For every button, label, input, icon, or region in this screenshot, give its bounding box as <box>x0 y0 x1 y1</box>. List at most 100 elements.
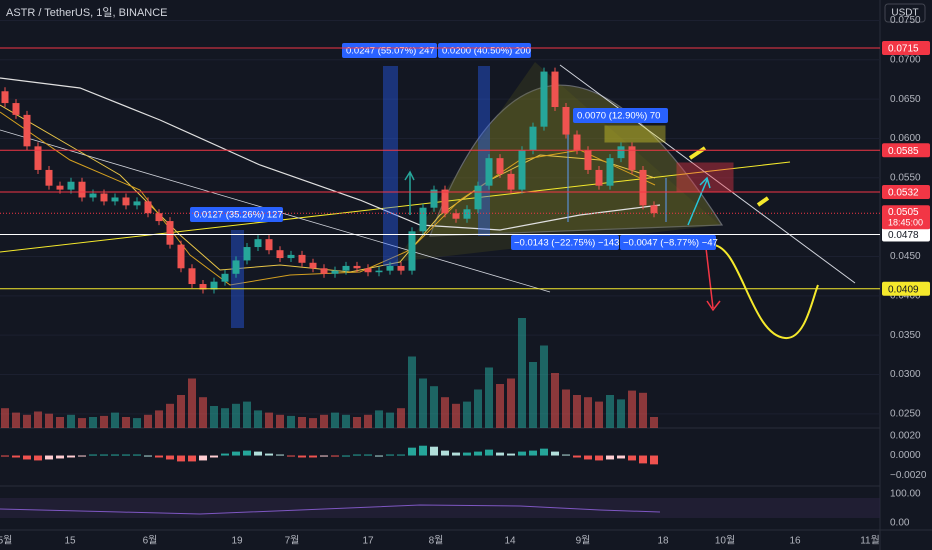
candle <box>375 270 383 273</box>
volume-bar <box>232 403 240 428</box>
candle <box>650 205 658 214</box>
macd-bar <box>628 455 636 461</box>
price-marker-label: 0.0478 <box>888 230 919 241</box>
candle <box>122 197 130 206</box>
macd-bar <box>287 455 295 457</box>
macd-bar <box>474 451 482 456</box>
macd-bar <box>606 455 614 460</box>
macd-bar <box>188 455 196 462</box>
annotation: −0.0143 (−22.75%) −143 <box>514 238 619 249</box>
candle <box>199 284 207 290</box>
candle <box>177 244 185 269</box>
rsi-line <box>0 504 661 515</box>
price-tick-label: 0.0650 <box>890 94 921 105</box>
macd-tick-label: −0.0020 <box>890 470 927 481</box>
currency-button[interactable]: USDT <box>891 8 918 19</box>
candle <box>232 260 240 274</box>
volume-bar <box>45 413 53 428</box>
volume-bar <box>298 417 306 428</box>
macd-bar <box>309 455 317 458</box>
candle <box>56 185 64 190</box>
macd-bar <box>23 455 31 460</box>
macd-bar <box>507 453 515 456</box>
candle <box>441 189 449 214</box>
volume-bar <box>452 403 460 428</box>
macd-bar <box>177 455 185 462</box>
candle <box>23 114 31 147</box>
time-label: 15 <box>64 536 76 547</box>
measure-labels: 0.0247 (55.07%) 247 0.0200 (40.50%) 200 … <box>190 43 718 250</box>
volume-bar <box>331 412 339 428</box>
annotation: −0.0047 (−8.77%) −47 <box>623 238 718 249</box>
annotation: 0.0070 (12.90%) 70 <box>577 111 660 122</box>
candle <box>320 268 328 274</box>
macd-bar <box>111 454 119 456</box>
candle <box>408 231 416 271</box>
macd-bar <box>364 454 372 456</box>
volume-bar <box>650 417 658 428</box>
volume-bar <box>254 410 262 428</box>
candle <box>485 158 493 186</box>
candle <box>606 158 614 186</box>
volume-bar <box>221 408 229 428</box>
volume-bar <box>78 418 86 428</box>
volume-bar <box>375 410 383 428</box>
candle <box>111 197 119 202</box>
macd-bar <box>584 455 592 460</box>
volume-bar <box>386 412 394 428</box>
annotation: 0.0247 (55.07%) 247 <box>346 46 435 57</box>
price-marker-label: 0.0532 <box>888 188 919 199</box>
candle <box>364 268 372 273</box>
volume-bar <box>463 401 471 428</box>
volume-bar <box>551 373 559 428</box>
volume-bar <box>595 401 603 428</box>
price-tick-label: 0.0750 <box>890 15 921 26</box>
macd-bar <box>496 452 504 456</box>
volume-bar <box>419 378 427 428</box>
macd-bar <box>485 449 493 456</box>
macd-bar <box>210 455 218 458</box>
macd-bar <box>397 454 405 456</box>
volume-bar <box>188 378 196 428</box>
price-marker <box>882 184 930 199</box>
annotation: 0.0200 (40.50%) 200 <box>442 46 531 57</box>
macd-bar <box>166 455 174 460</box>
volume-bar <box>606 395 614 428</box>
volume-bar <box>111 412 119 428</box>
volume-bar <box>507 378 515 428</box>
time-label: 5월 <box>0 535 12 547</box>
volume-bar <box>628 390 636 428</box>
volume-bar <box>89 417 97 428</box>
candle <box>584 150 592 170</box>
time-label: 6월 <box>143 535 158 547</box>
macd-bar <box>529 450 537 456</box>
volume-bar <box>144 414 152 428</box>
volume-bar <box>573 395 581 428</box>
candle <box>617 146 625 159</box>
macd-bar <box>573 455 581 458</box>
price-marker-label: 0.0715 <box>888 44 919 55</box>
macd-bar <box>518 451 526 456</box>
candle <box>386 265 394 271</box>
volume-bar <box>1 408 9 428</box>
candle <box>595 169 603 186</box>
current-price-marker <box>882 205 930 230</box>
macd-bar <box>452 452 460 456</box>
macd-bar <box>276 454 284 456</box>
macd-bar <box>34 455 42 461</box>
price-tick-label: 0.0550 <box>890 172 921 183</box>
macd-bar <box>375 455 383 457</box>
candle <box>144 201 152 214</box>
rsi-tick-label: 0.00 <box>890 518 910 529</box>
candle <box>89 193 97 198</box>
candle <box>78 181 86 198</box>
countdown: 18:45:00 <box>888 218 923 228</box>
time-label: 10월 <box>715 535 735 547</box>
volume-bar <box>639 392 647 428</box>
time-label: 14 <box>504 536 516 547</box>
macd-bar <box>617 455 625 459</box>
macd-bar <box>100 454 108 456</box>
volume-bar <box>166 403 174 428</box>
candle <box>551 71 559 107</box>
